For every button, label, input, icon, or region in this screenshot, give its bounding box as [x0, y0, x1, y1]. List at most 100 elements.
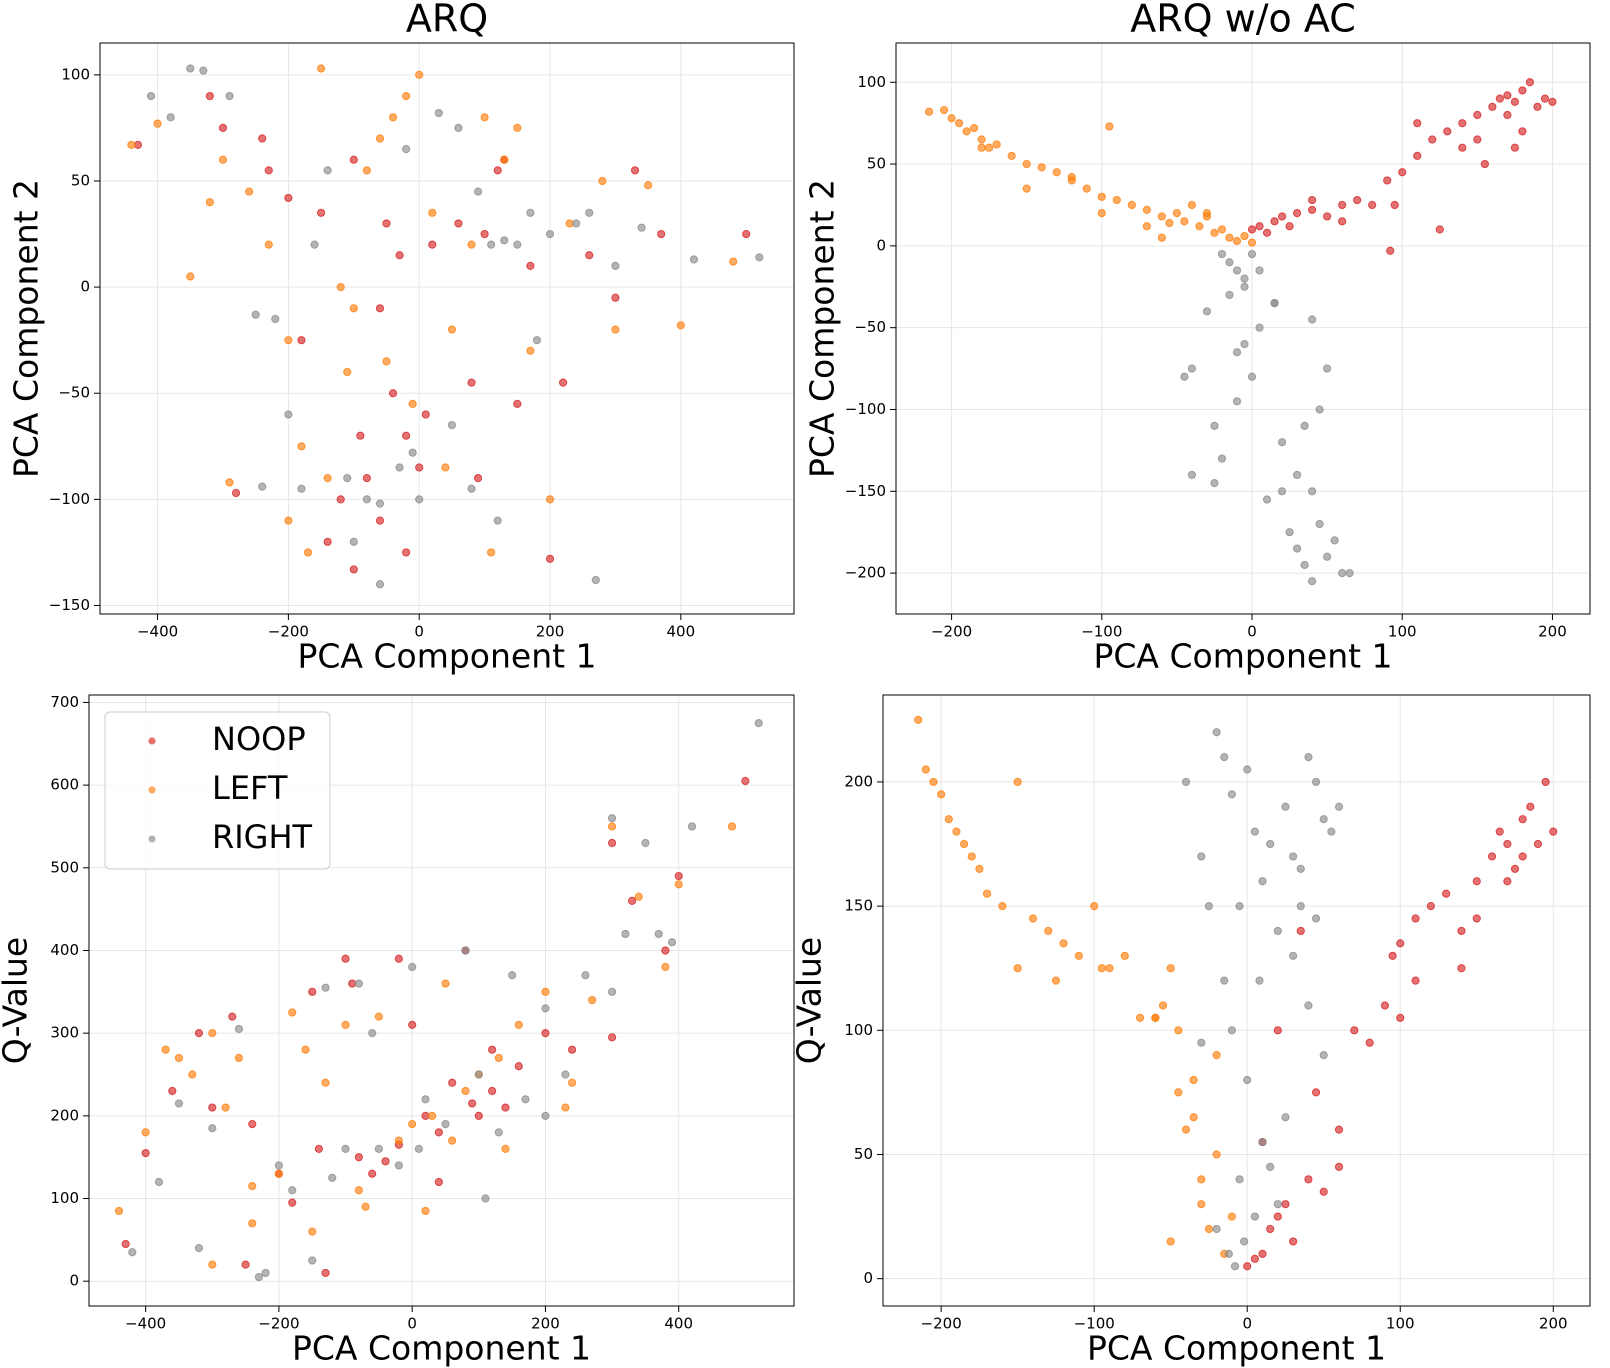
point	[1189, 1075, 1198, 1085]
point	[1311, 914, 1321, 923]
x-axis-label: PCA Component 1	[1087, 1329, 1386, 1368]
point	[1204, 902, 1214, 911]
point	[375, 580, 385, 589]
point	[188, 1070, 197, 1079]
point	[641, 838, 650, 848]
point	[1180, 372, 1189, 381]
point	[1052, 168, 1061, 177]
point	[1307, 205, 1317, 214]
point	[1013, 964, 1022, 973]
point	[382, 219, 391, 228]
point	[1097, 964, 1106, 973]
x-tick-label: 0	[1247, 623, 1257, 641]
point	[545, 495, 555, 504]
point	[1067, 173, 1076, 182]
point	[1157, 212, 1166, 221]
x-tick-label: 100	[1388, 623, 1417, 641]
legend-frame	[104, 711, 331, 870]
y-tick-label: 50	[71, 171, 90, 189]
point	[1277, 212, 1287, 221]
point	[288, 1198, 297, 1207]
point	[754, 719, 763, 728]
point	[1472, 877, 1481, 886]
point	[1304, 1175, 1313, 1184]
y-tick-label: −50	[854, 318, 886, 336]
point	[231, 488, 241, 498]
point	[1197, 1038, 1206, 1047]
point	[1225, 290, 1234, 300]
point	[314, 1144, 323, 1154]
point	[1217, 225, 1227, 234]
point	[1230, 1262, 1240, 1271]
subplot-title: ARQ w/o AC	[1130, 0, 1355, 41]
x-tick-label: −200	[931, 623, 972, 641]
point	[1503, 839, 1512, 849]
point	[1473, 135, 1482, 144]
axes-frame	[99, 42, 795, 615]
point	[1220, 752, 1229, 762]
x-axis-label: PCA Component 1	[292, 1329, 591, 1368]
point	[1398, 168, 1407, 177]
point	[441, 1120, 450, 1129]
point	[1319, 1051, 1328, 1060]
y-axis-label: Q-Value	[0, 937, 35, 1065]
point	[297, 336, 306, 345]
point	[561, 1103, 570, 1112]
point	[501, 1144, 510, 1154]
point	[261, 1268, 270, 1278]
point	[1212, 728, 1221, 737]
point	[998, 902, 1007, 911]
x-tick-label: −100	[1074, 1315, 1115, 1333]
point	[308, 987, 317, 996]
point	[488, 1045, 497, 1054]
point	[1443, 127, 1452, 136]
point	[248, 1182, 257, 1191]
point	[541, 1111, 550, 1120]
point	[434, 1177, 443, 1187]
point	[1273, 1212, 1282, 1221]
point	[1210, 228, 1219, 237]
point	[1510, 143, 1519, 152]
point	[1273, 1200, 1282, 1209]
point	[1247, 372, 1257, 381]
point	[1212, 1224, 1221, 1234]
point	[467, 240, 476, 249]
point	[1350, 1026, 1359, 1035]
point	[349, 565, 358, 574]
point	[1112, 195, 1121, 205]
point	[316, 208, 326, 217]
point	[742, 229, 751, 239]
point	[408, 962, 417, 972]
point	[402, 91, 411, 101]
point	[1090, 902, 1099, 911]
point	[341, 954, 350, 963]
point	[952, 827, 961, 836]
point	[368, 1029, 377, 1038]
x-tick-label: −200	[268, 623, 309, 641]
point	[1022, 184, 1031, 193]
y-tick-label: 50	[854, 1145, 873, 1163]
y-tick-label: 300	[50, 1024, 79, 1042]
point	[561, 1070, 570, 1079]
point	[1142, 205, 1151, 214]
point	[161, 1045, 170, 1054]
y-tick-label: 50	[867, 155, 886, 173]
point	[408, 399, 417, 408]
y-tick-label: −100	[49, 490, 90, 508]
point	[323, 166, 332, 175]
point	[141, 1148, 150, 1158]
point	[375, 499, 385, 508]
point	[521, 1095, 530, 1104]
point	[1227, 790, 1237, 799]
point	[1300, 560, 1309, 570]
point	[1323, 552, 1332, 561]
point	[174, 1053, 184, 1063]
point	[153, 119, 162, 128]
point	[395, 251, 404, 260]
point	[1022, 159, 1031, 169]
point	[1127, 200, 1136, 210]
point	[328, 1173, 337, 1182]
point	[1428, 135, 1437, 144]
point	[208, 1103, 217, 1112]
point	[1426, 902, 1435, 911]
